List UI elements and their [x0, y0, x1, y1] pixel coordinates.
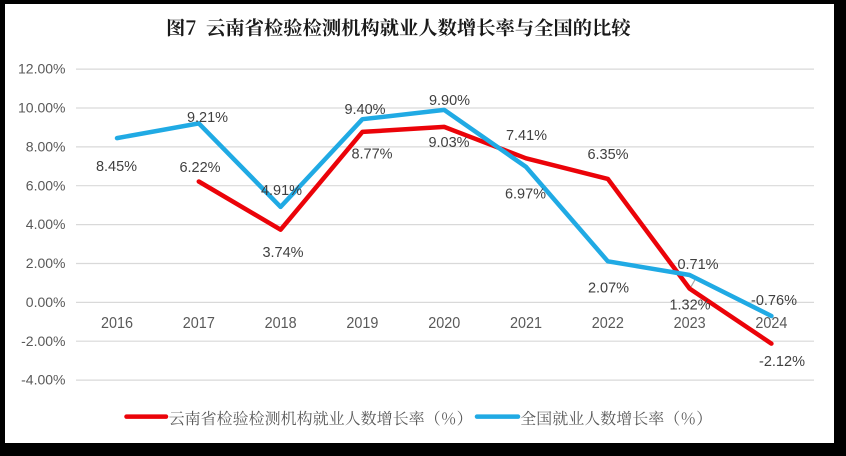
svg-text:0.00%: 0.00% [26, 294, 66, 310]
svg-text:9.40%: 9.40% [344, 102, 385, 118]
svg-text:2024: 2024 [755, 314, 788, 332]
svg-text:3.74%: 3.74% [262, 245, 303, 261]
svg-text:2017: 2017 [183, 314, 215, 332]
svg-text:6.00%: 6.00% [26, 177, 66, 193]
svg-text:6.22%: 6.22% [179, 160, 220, 176]
svg-text:2019: 2019 [346, 314, 378, 332]
svg-text:8.45%: 8.45% [96, 159, 137, 175]
svg-text:-0.76%: -0.76% [751, 293, 797, 309]
svg-text:2020: 2020 [428, 314, 460, 332]
svg-text:-4.00%: -4.00% [21, 372, 65, 388]
svg-text:0.71%: 0.71% [677, 257, 718, 273]
svg-text:4.00%: 4.00% [26, 216, 66, 232]
svg-text:2022: 2022 [592, 314, 624, 332]
svg-text:2023: 2023 [674, 314, 706, 332]
svg-text:6.35%: 6.35% [587, 147, 628, 163]
svg-text:8.00%: 8.00% [26, 139, 66, 155]
svg-text:8.77%: 8.77% [351, 146, 392, 162]
svg-text:10.00%: 10.00% [18, 100, 65, 116]
svg-text:2018: 2018 [265, 314, 297, 332]
svg-text:2.07%: 2.07% [588, 281, 629, 297]
svg-text:4.91%: 4.91% [261, 183, 302, 199]
svg-text:12.00%: 12.00% [18, 61, 65, 77]
svg-text:7.41%: 7.41% [506, 128, 547, 144]
svg-text:1.32%: 1.32% [669, 297, 710, 313]
svg-text:9.21%: 9.21% [187, 110, 228, 126]
svg-text:2021: 2021 [510, 314, 542, 332]
svg-text:9.03%: 9.03% [428, 135, 469, 151]
svg-text:-2.00%: -2.00% [21, 333, 65, 349]
svg-text:-2.12%: -2.12% [759, 354, 805, 370]
svg-text:2.00%: 2.00% [26, 255, 66, 271]
svg-text:9.90%: 9.90% [429, 93, 470, 109]
svg-text:6.97%: 6.97% [505, 186, 546, 202]
svg-text:2016: 2016 [101, 314, 133, 332]
